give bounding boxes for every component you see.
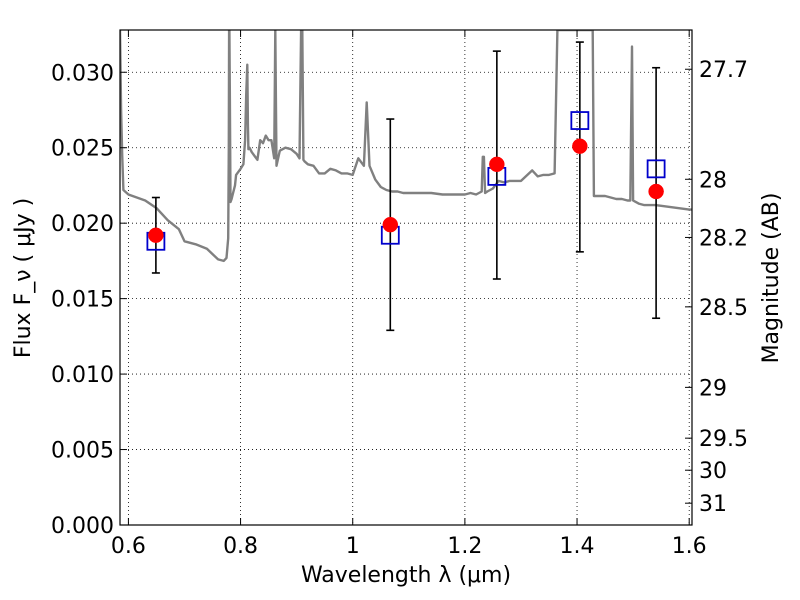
x-tick-label: 0.8 [223, 534, 258, 559]
square-marker [570, 111, 590, 130]
y-right-tick-label: 28.2 [699, 226, 748, 251]
y-right-tick-label: 28 [699, 168, 727, 193]
y-right-tick-label: 31 [699, 492, 727, 517]
y-right-tick-label: 29 [699, 376, 727, 401]
x-tick-label: 0.6 [111, 534, 146, 559]
square-markers-layer [146, 111, 666, 251]
plot-background [120, 30, 692, 525]
x-axis-title: Wavelength λ (μm) [301, 563, 511, 588]
y-tick-label: 0.000 [51, 514, 114, 539]
plot-frame [119, 29, 693, 526]
model-spectrum-layer [120, 30, 692, 263]
y-tick-label: 0.030 [51, 61, 114, 86]
y-tick-label: 0.010 [51, 363, 114, 388]
x-tick-label: 1 [346, 534, 360, 559]
y-right-tick-label: 30 [699, 459, 727, 484]
circle-markers-layer [148, 138, 664, 243]
model-spectrum-line [120, 30, 692, 263]
circle-marker [572, 138, 588, 154]
x-tick-label: 1.6 [672, 534, 707, 559]
y-tick-label: 0.005 [51, 439, 114, 464]
y-tick-label: 0.015 [51, 288, 114, 313]
ticks-layer: 0.6 0.8 1 1.2 1.4 1.6 0.000 0.005 0.010 0.015 0.02… [51, 30, 748, 559]
y-tick-label: 0.025 [51, 137, 114, 162]
y-right-tick-label: 27.7 [699, 58, 748, 83]
circle-marker [648, 183, 664, 200]
y-right-axis-title: Magnitude (AB) [759, 193, 784, 364]
circle-marker [489, 156, 505, 173]
circle-marker [382, 216, 399, 233]
y-right-tick-label: 28.5 [699, 296, 748, 321]
x-tick-label: 1.2 [447, 534, 482, 559]
circle-marker [148, 227, 164, 243]
y-axis-title: Flux F_ν ( μJy ) [11, 198, 36, 358]
x-tick-label: 1.4 [560, 534, 595, 559]
y-right-tick-label: 29.5 [699, 427, 748, 452]
y-tick-label: 0.020 [51, 212, 114, 237]
square-marker [646, 159, 666, 179]
